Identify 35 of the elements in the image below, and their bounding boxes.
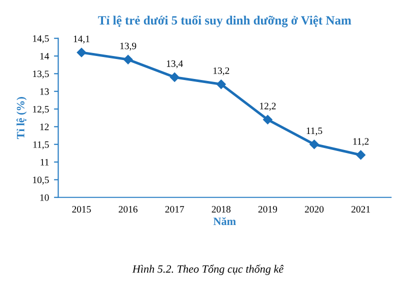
y-tick-label: 11,5	[33, 141, 49, 150]
point	[170, 72, 180, 82]
point	[310, 140, 319, 149]
x-axis-title: Năm	[213, 217, 236, 226]
data-label: 12,2	[260, 102, 276, 111]
y-tick-label: 14,5	[33, 35, 49, 44]
data-label: 13,4	[166, 60, 183, 68]
y-tick-label: 12	[40, 124, 49, 130]
data-label: 13,9	[120, 42, 136, 51]
y-tick-label: 12,5	[33, 106, 49, 114]
y-tick-label: 10,5	[33, 176, 49, 185]
y-tick-label: 10	[40, 194, 49, 201]
point	[263, 115, 272, 124]
x-tick-label: 2021	[351, 206, 370, 213]
y-tick-label: 14	[40, 52, 50, 60]
x-tick-label: 2017	[165, 206, 184, 213]
data-label: 14,1	[74, 36, 90, 44]
y-tick-label: 11	[40, 158, 49, 166]
chart-title: Tỉ lệ trẻ dưới 5 tuổi suy dinh dưỡng ở Việt Nam	[98, 15, 352, 28]
data-label: 13,2	[213, 67, 230, 76]
text: Hình 5.2. Theo Tổng cục thống kê	[132, 264, 284, 276]
x-tick-label: 2019	[258, 206, 278, 213]
point	[76, 48, 86, 58]
x-tick-label: 2018	[212, 206, 230, 213]
y-tick-label: 13	[40, 88, 49, 95]
data-label: 11,5	[306, 128, 322, 136]
y-tick-label: 13,5	[33, 70, 49, 79]
y-axis-title: Tỉ lệ (%)	[16, 97, 27, 139]
data-label: 11,2	[353, 138, 369, 146]
point	[123, 54, 133, 64]
x-tick-label: 2020	[304, 206, 324, 213]
x-tick-label: 2015	[72, 206, 91, 213]
point	[356, 150, 366, 160]
point	[216, 80, 226, 89]
x-tick-label: 2016	[118, 206, 138, 213]
